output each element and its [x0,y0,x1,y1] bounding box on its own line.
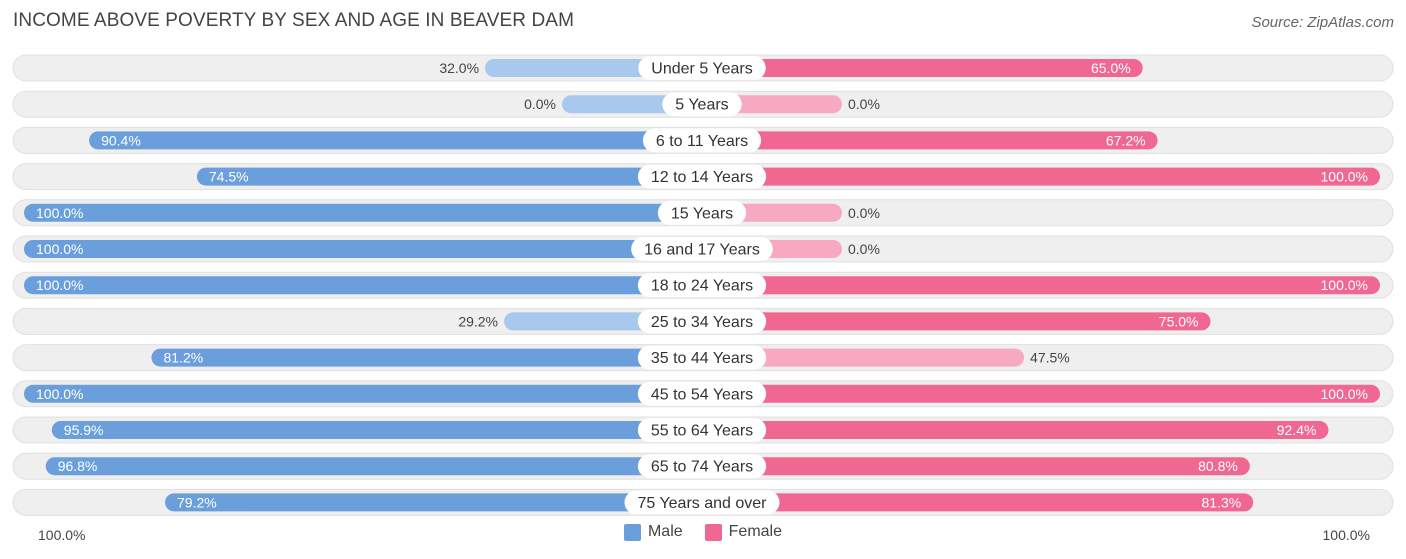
female-value-label: 81.3% [1202,494,1242,510]
male-value-label: 100.0% [36,205,83,221]
female-bar[interactable] [702,167,1380,186]
category-label: 18 to 24 Years [651,278,753,295]
female-value-label: 80.8% [1198,458,1238,474]
category-label: 25 to 34 Years [651,314,753,331]
male-bar[interactable] [196,167,702,186]
category-pill [662,92,742,117]
female-bar[interactable] [702,276,1380,295]
legend-swatch-female [704,523,722,541]
male-bar[interactable] [51,421,703,439]
category-pill [624,490,780,515]
male-value-label: 74.5% [209,169,249,185]
male-value-label: 95.9% [64,422,104,438]
female-value-label: 100.0% [1321,277,1368,293]
female-bar[interactable] [702,59,1143,77]
male-value-label: 29.2% [458,313,498,329]
female-bar[interactable] [702,457,1250,476]
chart-canvas: Under 5 Years 32.0% 65.0% 5 Years 0.0% 0.0% 6 … [12,54,1394,516]
male-value-label: 32.0% [439,60,479,76]
male-value-label: 81.2% [163,350,203,366]
female-bar[interactable] [702,421,1329,439]
category-label: 6 to 11 Years [656,133,748,150]
legend-label-female: Female [728,523,783,540]
source-label: Source: ZipAtlas.com [1251,14,1394,31]
male-bar[interactable] [24,203,702,222]
category-pill [637,381,767,406]
category-label: 15 Years [671,205,733,222]
female-bar[interactable] [702,348,1025,367]
male-bar[interactable] [151,348,703,367]
female-bar[interactable] [702,493,1254,512]
category-pill [637,309,767,334]
female-value-label: 100.0% [1321,386,1368,402]
category-label: 75 Years and over [638,495,768,512]
category-pill [637,164,767,189]
female-value-label: 100.0% [1321,169,1368,185]
female-bar[interactable] [702,131,1158,150]
male-bar[interactable] [24,276,702,295]
chart-title: INCOME ABOVE POVERTY BY SEX AND AGE IN B… [13,10,575,31]
category-label: 12 to 14 Years [651,169,753,186]
axis-right-label: 100.0% [1322,527,1370,543]
category-pill [637,273,767,298]
category-pill [631,237,773,261]
category-label: 45 to 54 Years [651,386,753,403]
female-value-label: 67.2% [1106,132,1146,148]
category-label: 65 to 74 Years [651,459,753,476]
male-bar[interactable] [165,493,703,512]
axis-left-label: 100.0% [38,527,86,543]
female-value-label: 65.0% [1091,60,1131,76]
category-label: 55 to 64 Years [651,423,753,440]
category-pill [657,200,747,225]
male-value-label: 100.0% [36,386,83,402]
male-value-label: 100.0% [36,277,83,293]
legend-item-female[interactable]: Female [704,523,783,541]
male-bar[interactable] [89,131,702,150]
category-pill [637,418,767,442]
female-bar[interactable] [702,312,1211,331]
male-value-label: 0.0% [524,96,556,112]
legend-swatch-male [623,523,641,541]
female-value-label: 92.4% [1277,422,1317,438]
female-value-label: 0.0% [848,205,880,221]
female-value-label: 0.0% [848,241,880,257]
legend: Male Female [0,523,1406,541]
category-label: 16 and 17 Years [644,242,760,259]
male-value-label: 90.4% [101,132,141,148]
category-label: Under 5 Years [651,61,752,78]
male-value-label: 100.0% [36,241,83,257]
category-label: 5 Years [675,97,728,114]
male-bar[interactable] [24,240,702,258]
legend-item-male[interactable]: Male [623,523,683,541]
male-value-label: 79.2% [177,494,217,510]
category-pill [642,128,762,153]
female-bar[interactable] [702,384,1380,403]
category-pill [638,56,766,80]
legend-label-male: Male [647,523,683,540]
male-bar[interactable] [45,457,703,476]
male-bar[interactable] [24,384,702,403]
male-value-label: 96.8% [58,458,98,474]
category-label: 35 to 44 Years [651,350,753,367]
female-value-label: 0.0% [848,96,880,112]
female-value-label: 75.0% [1159,313,1199,329]
female-value-label: 47.5% [1030,350,1070,366]
category-pill [637,345,767,370]
category-pill [637,454,767,479]
